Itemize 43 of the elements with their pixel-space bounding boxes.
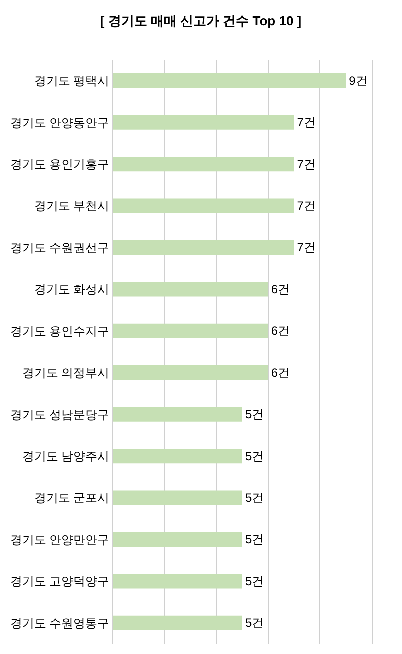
data-label: 9건 (349, 74, 368, 88)
y-tick-label: 경기도 군포시 (34, 491, 110, 506)
bar (113, 490, 242, 506)
data-label: 5건 (246, 408, 264, 422)
y-tick-label: 경기도 용인수지구 (10, 324, 110, 338)
data-label: 7건 (297, 116, 316, 130)
data-label: 6건 (271, 324, 290, 338)
bar (113, 407, 242, 422)
y-tick-label: 경기도 수원영통구 (10, 616, 110, 630)
y-tick-label: 경기도 화성시 (34, 282, 110, 297)
bar (113, 448, 242, 464)
bar (113, 156, 294, 172)
y-tick-label: 경기도 성남분당구 (10, 408, 110, 422)
bar (113, 532, 242, 548)
bar (113, 282, 268, 297)
y-tick-label: 경기도 안양만안구 (10, 532, 110, 547)
data-label: 5건 (246, 574, 264, 588)
data-label: 5건 (246, 449, 264, 464)
y-tick-label: 경기도 남양주시 (22, 449, 110, 464)
data-label: 5건 (246, 616, 264, 630)
chart-title: [ 경기도 매매 신고가 건수 Top 10 ] (100, 13, 302, 28)
y-tick-label: 경기도 부천시 (34, 199, 110, 214)
y-tick-label: 경기도 안양동안구 (10, 116, 110, 130)
bar (113, 198, 294, 214)
bar (113, 616, 242, 630)
bar (113, 240, 294, 256)
y-tick-label: 경기도 용인기흥구 (10, 157, 110, 172)
data-label: 7건 (297, 199, 316, 213)
data-label: 7건 (297, 157, 316, 172)
y-tick-label: 경기도 수원권선구 (10, 240, 110, 255)
data-label: 6건 (271, 282, 290, 296)
bar (113, 366, 268, 380)
bar (113, 324, 268, 338)
y-tick-label: 경기도 의정부시 (22, 366, 110, 380)
bar (113, 574, 242, 589)
bar (113, 115, 294, 130)
data-label: 5건 (246, 491, 264, 505)
bar (113, 74, 346, 88)
y-tick-label: 경기도 평택시 (34, 74, 110, 88)
data-label: 6건 (271, 366, 290, 380)
y-tick-label: 경기도 고양덕양구 (10, 574, 110, 589)
data-label: 7건 (297, 240, 316, 255)
data-label: 5건 (246, 532, 264, 547)
